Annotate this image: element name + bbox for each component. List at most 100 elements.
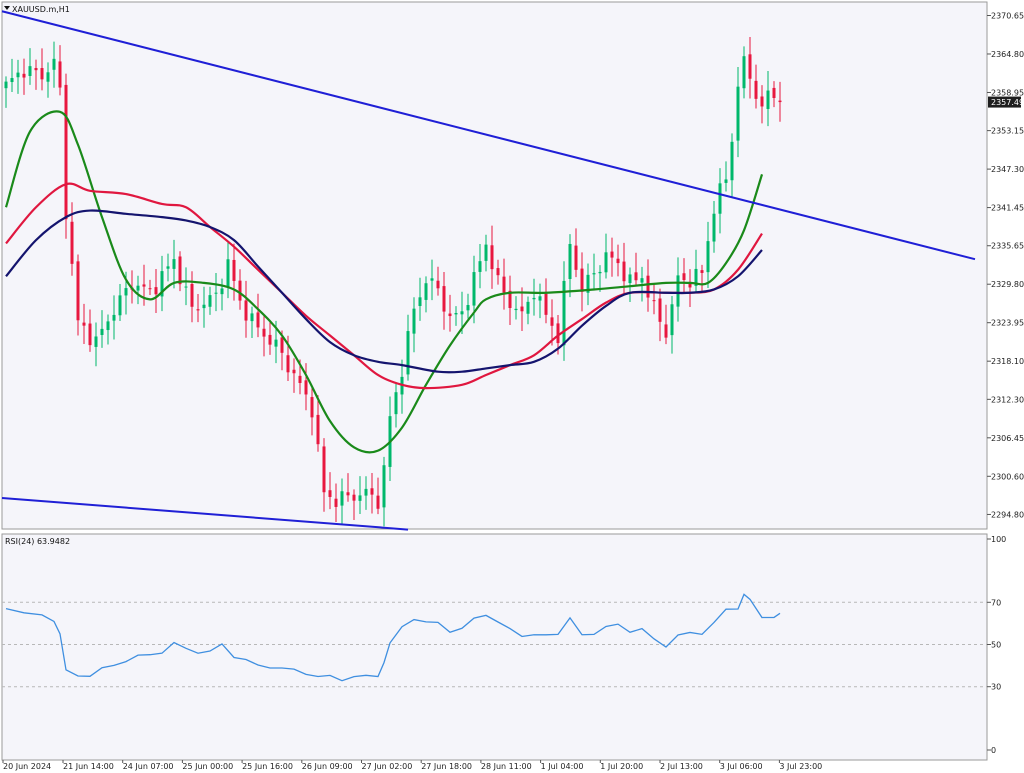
current-price-value: 2357.49 (991, 98, 1024, 107)
trendline-1 (1, 10, 976, 261)
time-tick-label: 26 Jun 09:00 (302, 762, 353, 771)
candle-body (268, 334, 272, 345)
candle-body (124, 288, 128, 296)
candle-body (394, 392, 398, 415)
time-axis: 20 Jun 2024 21 Jun 14:00 24 Jun 07:00 25 Ju… (2, 760, 822, 771)
price-pane[interactable] (1, 1, 988, 530)
candle-body (658, 298, 662, 322)
candle-body (586, 274, 590, 293)
candle-body (106, 321, 110, 331)
candle-body (772, 87, 776, 98)
candle-body (580, 268, 584, 292)
candle-body (550, 317, 554, 326)
candle-body (16, 72, 20, 78)
candle-body (142, 284, 146, 287)
rsi-tick-label: 0 (991, 746, 996, 755)
candle-body (718, 183, 722, 214)
candle-body (730, 141, 734, 181)
price-tick-label: 2347.30 (991, 165, 1024, 174)
candle-body (4, 81, 8, 89)
candle-body (94, 336, 98, 347)
candle-body (310, 397, 314, 418)
candle-body (418, 297, 422, 307)
rsi-tick-label: 50 (991, 641, 1001, 650)
candle-body (514, 308, 518, 311)
rsi-pane[interactable] (1, 533, 988, 761)
candle-body (64, 84, 68, 220)
candle-body (286, 355, 290, 373)
candle-series (4, 37, 782, 527)
candle-body (544, 293, 548, 315)
rsi-tick-label: 70 (991, 598, 1001, 607)
current-price-box (988, 96, 1021, 108)
triangle-down-icon[interactable] (4, 6, 10, 10)
candle-body (232, 259, 236, 281)
candle-body (100, 328, 104, 335)
time-tick-label: 25 Jun 16:00 (242, 762, 293, 771)
candle-body (238, 280, 242, 301)
candle-body (592, 273, 596, 275)
candle-body (358, 495, 362, 501)
candle-body (454, 313, 458, 315)
rsi-line (5, 593, 781, 682)
candle-body (274, 339, 278, 347)
candle-body (34, 68, 38, 71)
candle-body (754, 80, 758, 99)
candle-body (244, 300, 248, 321)
candle-body (250, 313, 254, 322)
candle-body (568, 243, 572, 280)
candle-body (604, 252, 608, 273)
candle-body (598, 271, 602, 274)
price-tick-label: 2364.80 (991, 50, 1024, 59)
price-tick-label: 2370.65 (991, 12, 1024, 21)
candle-body (28, 66, 32, 76)
price-tick-label: 2294.80 (991, 510, 1024, 519)
price-tick-label: 2341.45 (991, 204, 1024, 213)
candle-body (676, 275, 680, 307)
candle-body (76, 261, 80, 321)
candle-body (352, 494, 356, 501)
rsi-tick-label: 30 (991, 683, 1001, 692)
candle-body (538, 296, 542, 301)
candle-body (322, 446, 326, 493)
time-tick-label: 24 Jun 07:00 (123, 762, 174, 771)
moving-average-line-3 (5, 209, 763, 374)
candle-body (496, 268, 500, 276)
candle-body (484, 244, 488, 261)
candle-body (688, 281, 692, 288)
price-tick-label: 2312.30 (991, 395, 1024, 404)
candle-body (190, 283, 194, 307)
price-tick-label: 2318.10 (991, 357, 1024, 366)
candle-body (610, 251, 614, 258)
candle-body (70, 221, 74, 264)
candle-body (460, 311, 464, 315)
candle-body (328, 490, 332, 497)
candle-body (148, 288, 152, 290)
candle-body (406, 331, 410, 375)
candle-body (10, 78, 14, 83)
candle-body (748, 54, 752, 79)
candle-body (52, 58, 56, 70)
candle-body (712, 213, 716, 242)
candle-body (160, 271, 164, 297)
rsi-level-lines (2, 601, 987, 688)
candle-body (316, 414, 320, 445)
candle-body (508, 290, 512, 308)
candle-body (298, 375, 302, 383)
candle-body (226, 259, 230, 288)
candle-body (766, 90, 770, 109)
candle-body (778, 100, 782, 103)
candle-body (490, 245, 494, 270)
candle-body (574, 245, 578, 270)
price-tick-label: 2335.65 (991, 242, 1024, 251)
time-tick-label: 28 Jun 11:00 (481, 762, 532, 771)
candle-body (214, 292, 218, 294)
candle-body (346, 492, 350, 496)
candle-body (760, 96, 764, 107)
candle-body (292, 369, 296, 374)
price-tick-label: 2358.95 (991, 88, 1024, 97)
rsi-label: RSI(24) 63.9482 (5, 537, 70, 546)
time-tick-label: 25 Jun 00:00 (182, 762, 233, 771)
candle-body (220, 288, 224, 295)
